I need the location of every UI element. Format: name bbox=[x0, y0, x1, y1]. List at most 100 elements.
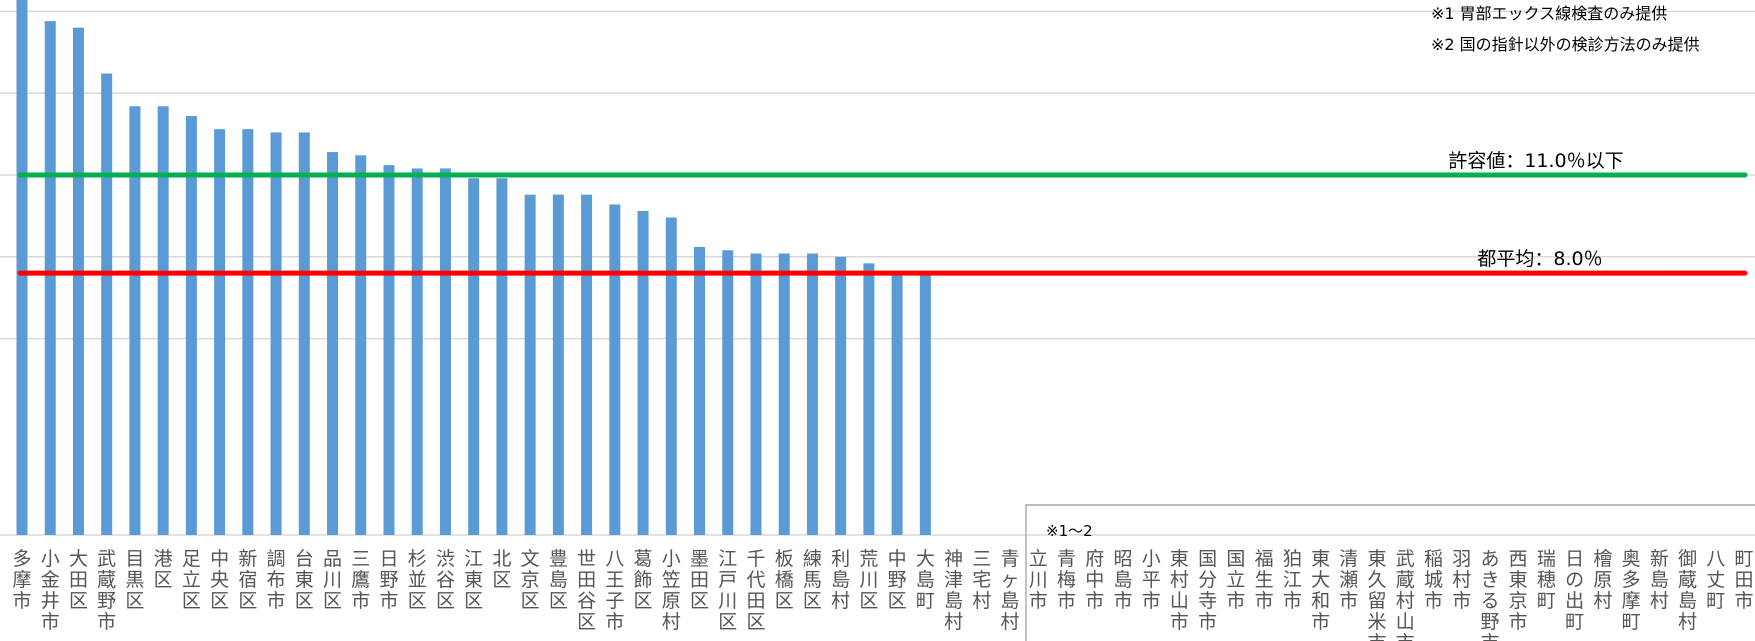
category-label: 葛飾区 bbox=[634, 548, 653, 612]
category-label: 八王子市 bbox=[605, 548, 624, 633]
bar-日野市 bbox=[383, 165, 395, 535]
bar-小笠原村 bbox=[665, 217, 677, 536]
bar-layer bbox=[16, 0, 931, 536]
category-label: 大田区 bbox=[69, 548, 88, 612]
category-label: 檜原村 bbox=[1593, 547, 1612, 612]
category-label: 東大和市 bbox=[1311, 548, 1330, 633]
category-label: 豊島区 bbox=[549, 548, 568, 612]
bar-文京区 bbox=[524, 194, 536, 535]
category-label: 奥多摩町 bbox=[1622, 548, 1641, 633]
category-label: 清瀬市 bbox=[1339, 548, 1358, 612]
bar-足立区 bbox=[185, 116, 197, 535]
category-label: 武蔵野市 bbox=[97, 548, 116, 633]
category-label: 武蔵村山市 bbox=[1396, 548, 1415, 641]
category-label: 台東区 bbox=[295, 548, 314, 612]
category-label: 狛江市 bbox=[1283, 548, 1302, 612]
category-label: 文京区 bbox=[521, 548, 540, 612]
category-label: 青ヶ島村 bbox=[1001, 548, 1020, 633]
bar-三鷹市 bbox=[355, 155, 367, 535]
category-label: 練馬区 bbox=[803, 548, 822, 612]
category-label: 昭島市 bbox=[1113, 548, 1132, 612]
category-label: 新島村 bbox=[1650, 548, 1669, 612]
note-box-frame bbox=[1025, 504, 1755, 641]
category-label: 中央区 bbox=[210, 548, 229, 612]
bar-中野区 bbox=[891, 273, 903, 535]
bar-千代田区 bbox=[750, 253, 762, 535]
bar-港区 bbox=[157, 106, 169, 535]
bar-利島村 bbox=[835, 256, 847, 535]
category-label: 小平市 bbox=[1142, 548, 1161, 612]
bar-小金井市 bbox=[44, 21, 56, 536]
category-label: 神津島村 bbox=[944, 548, 963, 633]
category-label: 三鷹市 bbox=[351, 548, 370, 612]
category-label: 府中市 bbox=[1085, 548, 1104, 612]
bar-新宿区 bbox=[242, 129, 254, 535]
bar-八王子市 bbox=[609, 204, 621, 535]
category-label: 東村山市 bbox=[1170, 548, 1189, 633]
note-1: ※1 胃部エックス線検査のみ提供 bbox=[1431, 4, 1667, 23]
bar-北区 bbox=[496, 178, 508, 536]
category-label: 小金井市 bbox=[41, 548, 60, 633]
category-label: 荒川区 bbox=[859, 548, 878, 612]
category-label: 御蔵島村 bbox=[1678, 548, 1697, 633]
category-label: 新宿区 bbox=[238, 548, 257, 612]
category-label: 福生市 bbox=[1255, 548, 1274, 612]
bar-世田谷区 bbox=[581, 194, 593, 535]
category-label: 千代田区 bbox=[746, 548, 765, 633]
category-label: 国立市 bbox=[1226, 548, 1245, 612]
category-label: 北区 bbox=[492, 548, 511, 591]
category-labels: 多摩市小金井市大田区武蔵野市目黒区港区足立区中央区新宿区調布市台東区品川区三鷹市… bbox=[12, 547, 1753, 641]
note-box: ※1〜2 bbox=[1025, 504, 1755, 641]
bar-武蔵野市 bbox=[101, 73, 113, 535]
bar-江戸川区 bbox=[722, 250, 734, 535]
bar-多摩市 bbox=[16, 0, 28, 535]
bar-練馬区 bbox=[806, 253, 818, 535]
category-label: 利島村 bbox=[831, 548, 850, 612]
bar-板橋区 bbox=[778, 253, 790, 535]
category-label: 小笠原村 bbox=[662, 548, 681, 633]
category-label: 渋谷区 bbox=[436, 548, 455, 612]
category-label: 大島町 bbox=[916, 548, 935, 612]
category-label: 多摩市 bbox=[12, 548, 31, 612]
category-label: 稲城市 bbox=[1424, 548, 1443, 612]
bar-台東区 bbox=[298, 132, 310, 535]
reference-label-1: 許容値：11.0％以下 bbox=[1448, 150, 1623, 172]
category-label: 羽村市 bbox=[1452, 548, 1471, 612]
bar-大島町 bbox=[919, 273, 931, 535]
note-box-label: ※1〜2 bbox=[1046, 522, 1093, 540]
bar-荒川区 bbox=[863, 263, 875, 535]
category-label: 東久留米市 bbox=[1368, 548, 1387, 641]
bar-葛飾区 bbox=[637, 210, 649, 535]
category-label: 品川区 bbox=[323, 548, 342, 612]
category-label: 西東京市 bbox=[1509, 548, 1528, 633]
bar-渋谷区 bbox=[439, 168, 451, 535]
category-label: 青梅市 bbox=[1057, 548, 1076, 612]
category-label: 足立区 bbox=[182, 548, 201, 612]
note-2: ※2 国の指針以外の検診方法のみ提供 bbox=[1431, 35, 1700, 54]
category-label: 国分寺市 bbox=[1198, 548, 1217, 633]
category-label: 立川市 bbox=[1029, 548, 1048, 612]
category-label: 日野市 bbox=[379, 548, 398, 612]
category-label: 江東区 bbox=[464, 548, 483, 612]
category-label: 調布市 bbox=[267, 548, 286, 612]
category-label: 目黒区 bbox=[125, 548, 144, 612]
category-label: 墨田区 bbox=[690, 548, 709, 612]
bar-江東区 bbox=[468, 178, 480, 536]
bar-豊島区 bbox=[552, 194, 564, 535]
category-label: 中野区 bbox=[888, 548, 907, 612]
bar-品川区 bbox=[327, 152, 339, 535]
bar-中央区 bbox=[214, 129, 226, 535]
category-label: 江戸川区 bbox=[718, 548, 737, 633]
category-label: 日の出町 bbox=[1565, 548, 1584, 633]
reference-label-2: 都平均：8.0％ bbox=[1477, 248, 1602, 270]
category-label: 世田谷区 bbox=[577, 548, 596, 633]
category-label: 町田市 bbox=[1735, 548, 1754, 612]
bar-目黒区 bbox=[129, 106, 141, 535]
bar-杉並区 bbox=[411, 168, 423, 535]
category-label: 八丈町 bbox=[1706, 548, 1725, 612]
category-label: 杉並区 bbox=[408, 548, 427, 612]
bar-大田区 bbox=[72, 27, 84, 536]
category-label: 三宅村 bbox=[972, 548, 991, 612]
